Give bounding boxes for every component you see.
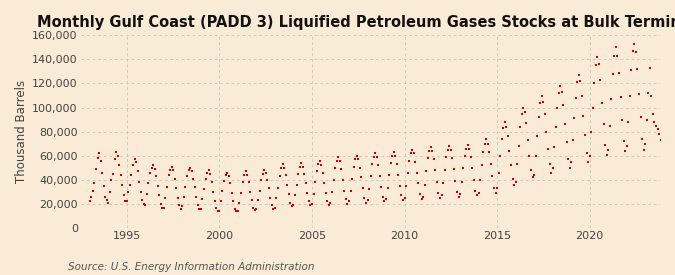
- Text: Source: U.S. Energy Information Administration: Source: U.S. Energy Information Administ…: [68, 262, 314, 272]
- Y-axis label: Thousand Barrels: Thousand Barrels: [15, 80, 28, 183]
- Title: Monthly Gulf Coast (PADD 3) Liquified Petroleum Gases Stocks at Bulk Terminals: Monthly Gulf Coast (PADD 3) Liquified Pe…: [36, 15, 675, 30]
